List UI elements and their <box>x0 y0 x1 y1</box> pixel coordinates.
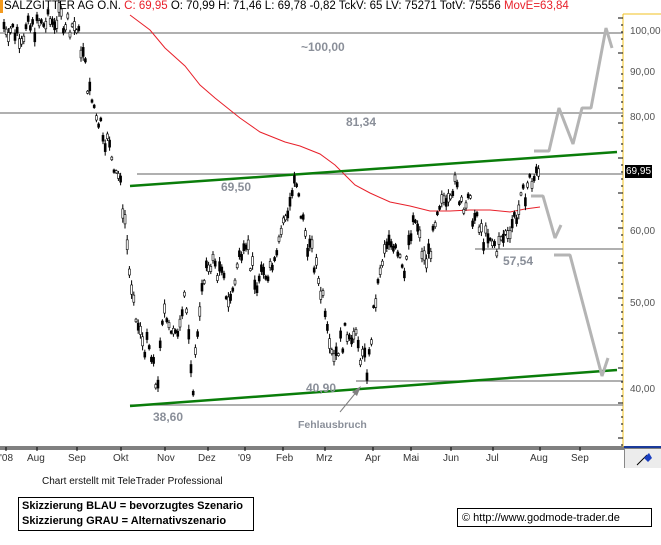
horizontal-levels <box>0 32 623 406</box>
quote-details: O: 70,99 H: 71,46 L: 69,78 -0,82 TckV: 6… <box>170 0 501 12</box>
bearish-scenario-arrow <box>531 194 563 239</box>
x-label: Aug <box>27 453 45 464</box>
x-axis-labels: '08 Aug Sep Okt Nov Dez '09 Feb Mrz Apr … <box>0 451 623 467</box>
symbol-marker <box>0 0 3 13</box>
annotation-low-3860: 38,60 <box>153 410 184 424</box>
annotation-level-6950: 69,50 <box>221 180 252 194</box>
annotation-target-100: ~100,00 <box>301 40 345 54</box>
annotation-low-4090: 40,90 <box>306 381 337 395</box>
x-label: Sep <box>68 453 86 464</box>
chart-tool-button[interactable] <box>624 449 661 468</box>
y-label: 100,00 <box>630 26 661 37</box>
last-price-tag: 69,95 <box>625 165 653 178</box>
annotation-support-5754: 57,54 <box>503 254 534 268</box>
x-label: Jul <box>486 453 499 464</box>
x-label: Mrz <box>316 453 333 464</box>
x-label: Jun <box>443 453 460 464</box>
bullish-scenario-arrow <box>534 27 614 153</box>
x-label: Sep <box>571 453 589 464</box>
x-label: '09 <box>238 453 252 464</box>
moving-average-value: MovE=63,84 <box>503 0 569 12</box>
bearish-scenario-arrow-2 <box>554 253 610 377</box>
x-label: Okt <box>113 453 129 464</box>
legend-gray: Skizzierung GRAU = Alternativszenario <box>22 515 227 527</box>
annotation-false-breakout: Fehlausbruch <box>298 419 367 431</box>
y-label: 50,00 <box>630 298 656 309</box>
upper-trend-line <box>129 150 618 188</box>
price-candles <box>2 0 540 397</box>
scenario-legend: Skizzierung BLAU = bevorzugtes Szenario … <box>18 497 254 531</box>
y-label: 60,00 <box>630 226 656 237</box>
arrowhead-icon <box>352 386 361 396</box>
symbol-name: SALZGITTER AG O.N. <box>4 0 121 12</box>
x-label: Dez <box>198 453 216 464</box>
moving-average-line <box>129 14 541 213</box>
quote-header: SALZGITTER AG O.N. C: 69,95 O: 70,99 H: … <box>0 0 620 14</box>
price-chart[interactable] <box>0 0 661 470</box>
close-value: C: 69,95 <box>124 0 168 12</box>
x-label: Feb <box>276 453 294 464</box>
y-label: 90,00 <box>630 67 656 78</box>
x-label: Aug <box>530 453 548 464</box>
chart-credit: Chart erstellt mit TeleTrader Profession… <box>42 476 223 487</box>
pen-tool-icon <box>636 453 652 466</box>
y-label: 80,00 <box>630 112 656 123</box>
annotation-resistance-8134: 81,34 <box>346 115 377 129</box>
x-axis-ticks <box>5 447 581 451</box>
copyright-link[interactable]: © http://www.godmode-trader.de <box>457 508 652 527</box>
legend-blue: Skizzierung BLAU = bevorzugtes Szenario <box>22 500 243 512</box>
y-axis-ticks <box>618 17 623 446</box>
y-label: 40,00 <box>630 384 656 395</box>
x-label: Apr <box>365 453 381 464</box>
x-label: '08 <box>0 453 14 464</box>
x-label: Nov <box>157 453 175 464</box>
x-label: Mai <box>403 453 420 464</box>
lower-trend-line <box>129 368 618 408</box>
